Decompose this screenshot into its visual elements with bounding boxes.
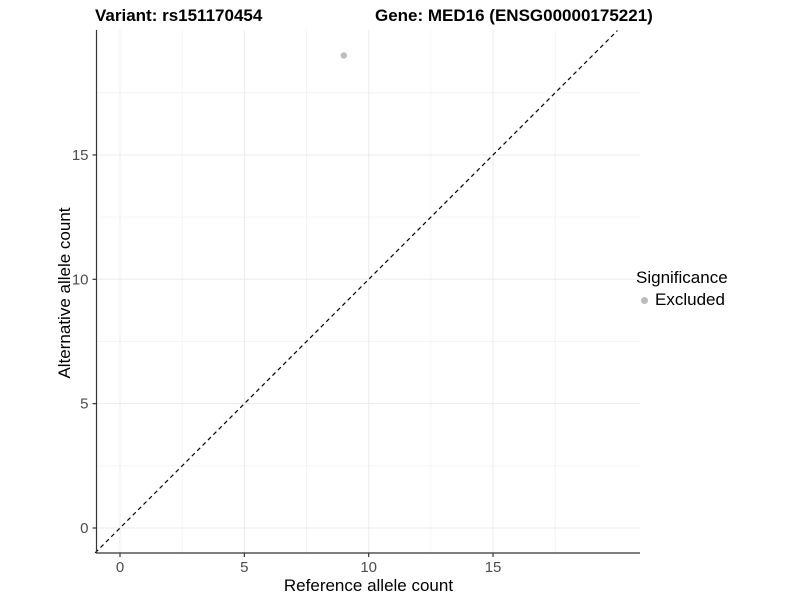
legend-key [636, 292, 653, 309]
excluded-point-icon [641, 296, 648, 304]
data-point [340, 52, 348, 59]
legend-item-label: Excluded [655, 290, 725, 309]
y-axis-title: Alternative allele count [55, 207, 74, 379]
y-tick-label: 0 [80, 520, 88, 537]
variant-title: Variant: rs151170454 [95, 6, 263, 25]
x-tick-label: 15 [485, 559, 502, 576]
y-tick-label: 15 [72, 147, 89, 164]
legend-item-excluded: Excluded [636, 290, 728, 310]
legend: Significance Excluded [636, 268, 728, 310]
x-axis-title: Reference allele count [283, 576, 454, 595]
gene-title: Gene: MED16 (ENSG00000175221) [375, 6, 653, 25]
identity-reference-line [94, 30, 618, 554]
legend-title: Significance [636, 268, 728, 287]
x-tick-label: 0 [116, 559, 124, 576]
x-tick-label: 5 [240, 559, 248, 576]
y-tick-label: 10 [72, 271, 89, 288]
x-tick-label: 10 [360, 559, 377, 576]
y-tick-label: 5 [80, 396, 88, 413]
